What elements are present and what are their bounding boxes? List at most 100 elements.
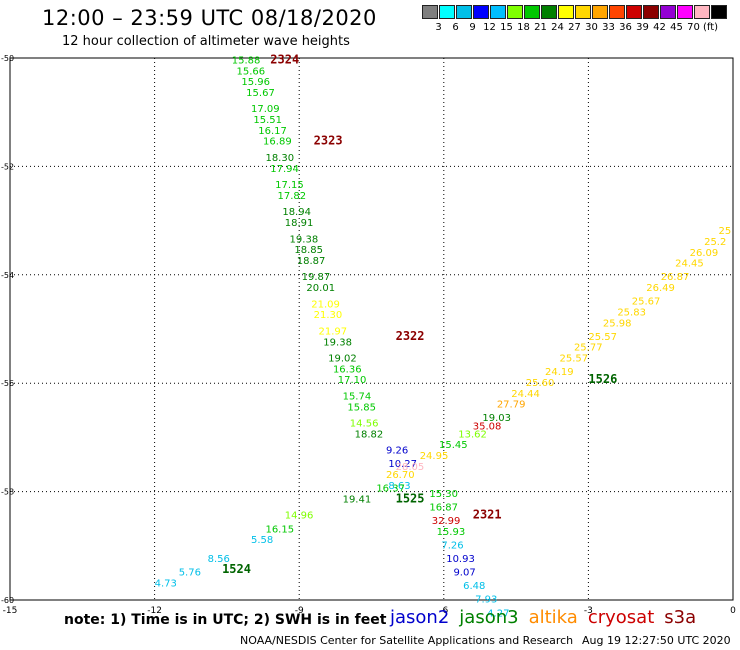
wave-height-label: 16.87 (429, 503, 458, 514)
wave-height-label: 15.96 (241, 77, 270, 88)
wave-height-label: 20.01 (306, 283, 335, 294)
wave-height-label: 21.97 (318, 326, 347, 337)
wave-height-label: 25.67 (632, 297, 661, 308)
legend-label: 27 (568, 22, 581, 33)
wave-height-label: 16.36 (333, 364, 362, 375)
credit-text: NOAA/NESDIS Center for Satellite Applica… (240, 634, 574, 647)
wave-height-label: 25.2 (704, 237, 726, 248)
wave-height-label: 18.94 (282, 207, 311, 218)
wave-height-label: 35.08 (473, 421, 502, 432)
legend-label: 45 (670, 22, 683, 33)
wave-height-label: 4.73 (155, 578, 177, 589)
wave-height-label: 26.87 (661, 272, 690, 283)
wave-height-label: 25 (719, 226, 732, 237)
satellite-jason2: jason2 (390, 607, 450, 628)
wave-height-label: 19.41 (343, 494, 372, 505)
legend-swatch (524, 5, 540, 19)
legend-label: 36 (619, 22, 632, 33)
legend-label: 33 (602, 22, 615, 33)
legend-swatch (422, 5, 438, 19)
legend-swatch (541, 5, 557, 19)
wave-height-label: 25.57 (588, 332, 617, 343)
wave-height-label: 19.38 (290, 234, 319, 245)
pass-time-label: 2324 (270, 52, 299, 66)
wave-height-label: 16.17 (258, 126, 287, 137)
x-tick-label: -15 (3, 606, 18, 616)
wave-height-label: 15.30 (429, 489, 458, 500)
wave-height-label: 9.26 (386, 446, 408, 457)
wave-height-label: 15.85 (347, 402, 376, 413)
pass-time-label: 1526 (588, 372, 617, 386)
satellite-cryosat: cryosat (587, 607, 655, 628)
y-tick-label: -60 (1, 596, 14, 605)
wave-height-label: 28.05 (396, 462, 425, 473)
wave-height-label: 15.93 (437, 527, 466, 538)
legend-swatch (609, 5, 625, 19)
chart-title: 12:00 – 23:59 UTC 08/18/2020 (42, 6, 377, 30)
footer-note: note: 1) Time is in UTC; 2) SWH is in fe… (64, 612, 387, 628)
wave-height-label: 17.09 (251, 104, 280, 115)
satellite-jason3: jason3 (459, 607, 519, 628)
legend-swatch (456, 5, 472, 19)
legend-label: 15 (500, 22, 513, 33)
satellite-altika: altika (528, 607, 578, 628)
wave-height-label: 26.09 (690, 248, 719, 259)
wave-height-label: 25.77 (574, 343, 603, 354)
legend-swatch (660, 5, 676, 19)
pass-time-label: 1525 (396, 491, 425, 505)
y-tick-label: -50 (1, 54, 14, 63)
wave-height-label: 14.96 (285, 511, 314, 522)
wave-height-label: 14.56 (350, 419, 379, 430)
plot-frame (9, 57, 734, 601)
wave-height-label: 7.26 (441, 541, 463, 552)
wave-height-label: 18.82 (355, 429, 384, 440)
legend-swatch (592, 5, 608, 19)
legend-swatch (711, 5, 727, 19)
wave-height-label: 18.87 (297, 256, 326, 267)
wave-height-label: 27.79 (497, 400, 526, 411)
x-tick-label: -9 (295, 606, 304, 616)
satellite-s3a: s3a (664, 607, 697, 628)
wave-height-label: 10.93 (446, 554, 475, 565)
legend-label: 70 (687, 22, 700, 33)
wave-height-label: 4.27 (487, 608, 509, 619)
x-tick-label: -12 (147, 606, 162, 616)
wave-height-label: 26.70 (386, 470, 415, 481)
pass-time-label: 2322 (396, 329, 425, 343)
wave-height-label: 24.95 (420, 451, 449, 462)
wave-height-label: 26.49 (646, 283, 675, 294)
wave-height-label: 25.98 (603, 318, 632, 329)
wave-height-label: 19.03 (482, 413, 511, 424)
legend-swatch (439, 5, 455, 19)
legend-label: 6 (452, 22, 459, 33)
wave-height-label: 5.58 (251, 535, 273, 546)
legend-swatch (626, 5, 642, 19)
legend-label: 39 (636, 22, 649, 33)
legend-swatch (473, 5, 489, 19)
legend-swatch (575, 5, 591, 19)
pass-time-label: 2321 (473, 508, 502, 522)
wave-height-label: 13.62 (458, 429, 487, 440)
wave-height-label: 16.37 (376, 484, 405, 495)
wave-height-label: 15.51 (253, 115, 282, 126)
wave-height-label: 8.63 (388, 481, 410, 492)
y-tick-label: -52 (1, 162, 14, 171)
wave-height-label: 19.02 (328, 354, 357, 365)
wave-height-label: 24.45 (675, 259, 704, 270)
pass-time-label: 2323 (314, 134, 343, 148)
legend-swatch (507, 5, 523, 19)
legend-swatch (558, 5, 574, 19)
legend-label: 42 (653, 22, 666, 33)
wave-height-label: 21.09 (311, 299, 340, 310)
y-tick-label: -54 (1, 271, 14, 280)
wave-height-label: 15.74 (343, 391, 372, 402)
y-tick-label: -56 (1, 379, 14, 388)
legend-label: 3 (435, 22, 442, 33)
legend-label: 24 (551, 22, 564, 33)
wave-height-label: 24.19 (545, 367, 574, 378)
legend-label: 9 (469, 22, 476, 33)
wave-height-label: 7.93 (475, 595, 497, 606)
wave-height-label: 16.89 (263, 137, 292, 148)
legend-swatch (643, 5, 659, 19)
